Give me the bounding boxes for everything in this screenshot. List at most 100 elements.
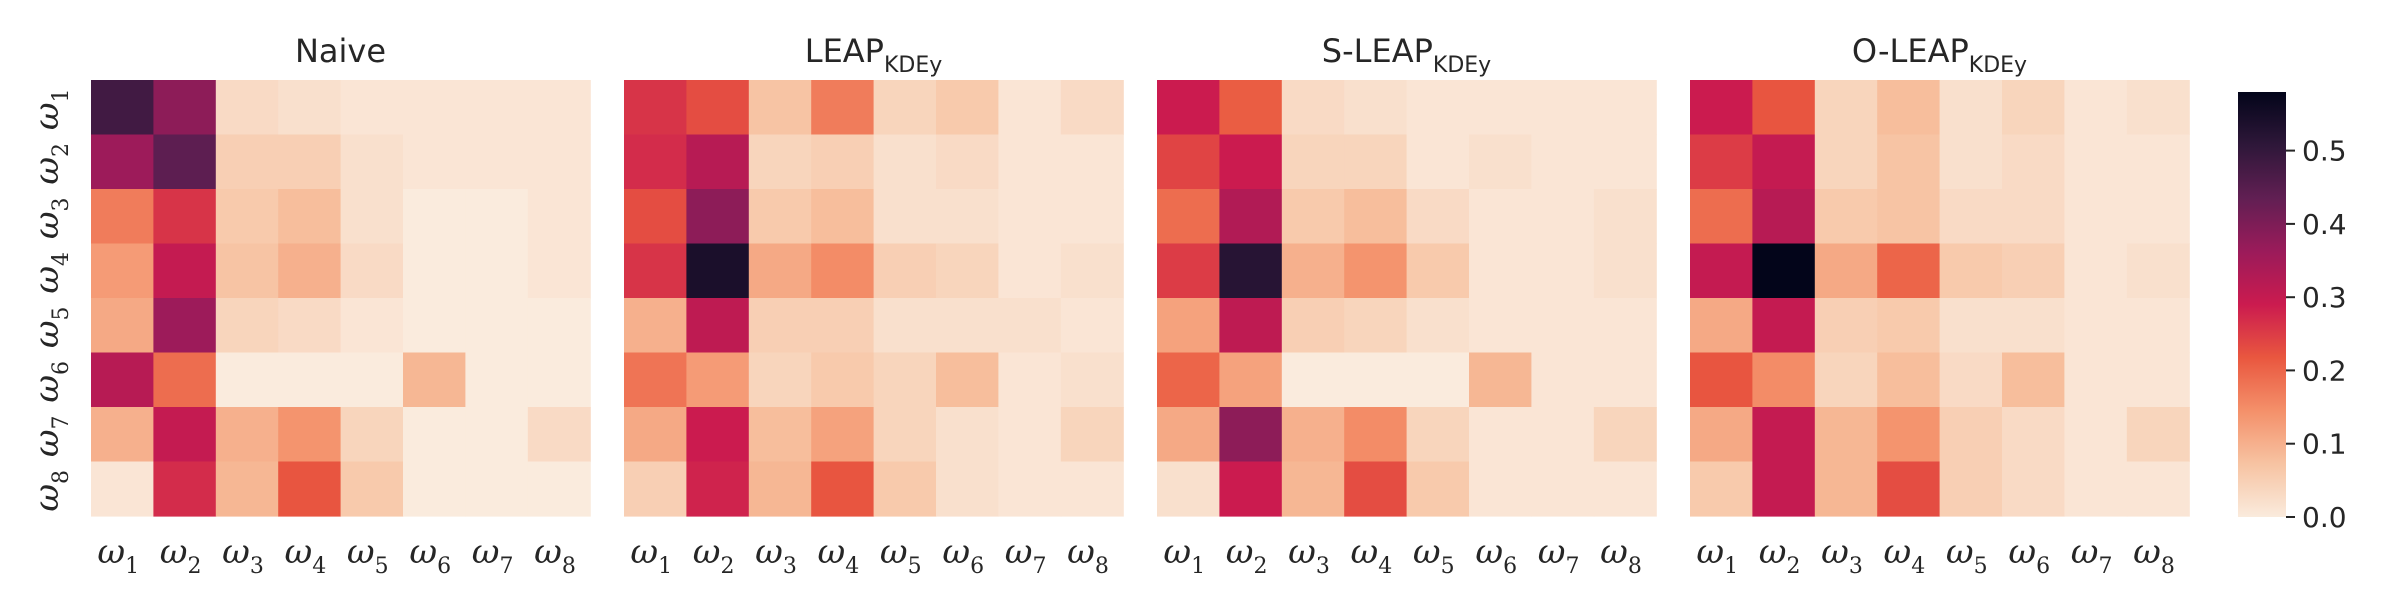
- heatmap-cell: [91, 134, 154, 190]
- x-tick-label: ω4: [285, 532, 327, 579]
- heatmap-cell: [1406, 407, 1470, 463]
- label-subscript: 4: [1911, 554, 1925, 579]
- label-subscript: 1: [1724, 554, 1738, 579]
- heatmap-cell: [811, 243, 875, 299]
- heatmap-cell: [1060, 243, 1124, 299]
- x-tick-label: ω7: [2071, 532, 2113, 579]
- label-subscript: 3: [250, 554, 264, 579]
- heatmap-cell: [340, 461, 404, 517]
- heatmap-cell: [998, 461, 1062, 517]
- heatmap-cell: [1406, 352, 1470, 408]
- heatmap-cell: [998, 352, 1062, 408]
- heatmap-cell: [1469, 243, 1532, 299]
- heatmap-cell: [1690, 80, 1753, 136]
- x-tick-label: ω3: [755, 532, 797, 579]
- label-base: ω: [27, 484, 67, 512]
- heatmap-cell: [873, 243, 937, 299]
- panel-title: S-LEAPKDEy: [1322, 32, 1491, 78]
- label-subscript: 7: [2098, 554, 2112, 579]
- x-tick-label: ω2: [1226, 532, 1268, 579]
- label-subscript: KDEy: [884, 53, 942, 78]
- heatmap-cell: [1939, 243, 2003, 299]
- heatmap-cell: [998, 298, 1062, 354]
- y-tick-label: ω3: [27, 197, 74, 239]
- heatmap-cell: [1877, 352, 1941, 408]
- heatmap-cell: [278, 134, 342, 190]
- heatmap-cell: [936, 461, 999, 517]
- heatmap-cell: [936, 243, 999, 299]
- label-base: ω: [534, 532, 562, 572]
- heatmap-cell: [686, 352, 750, 408]
- heatmap-cell: [278, 80, 342, 136]
- heatmap-cell: [340, 80, 404, 136]
- heatmap-cell: [624, 243, 687, 299]
- colorbar-tick-label: 0.5: [2302, 135, 2347, 168]
- x-tick-label: ω3: [1288, 532, 1330, 579]
- label-subscript: 6: [437, 554, 451, 579]
- label-subscript: 5: [49, 306, 74, 320]
- heatmap-cell: [2064, 189, 2128, 245]
- colorbar-tick-label: 0.4: [2302, 208, 2347, 241]
- heatmap-cell: [340, 243, 404, 299]
- heatmap-cell: [1752, 134, 1816, 190]
- heatmap-cell: [527, 461, 591, 517]
- label-subscript: 1: [125, 554, 139, 579]
- heatmap-cell: [1406, 298, 1470, 354]
- heatmap-cell: [2126, 298, 2190, 354]
- heatmap-cell: [1814, 243, 1878, 299]
- heatmap-cell: [2126, 134, 2190, 190]
- heatmap-cell: [873, 189, 937, 245]
- label-subscript: 5: [1441, 554, 1455, 579]
- label-base: ω: [2008, 532, 2036, 572]
- heatmap-cell: [153, 80, 217, 136]
- heatmap-cell: [1060, 298, 1124, 354]
- heatmap-cell: [2002, 407, 2065, 463]
- heatmap-cell: [153, 461, 217, 517]
- x-tick-label: ω5: [880, 532, 922, 579]
- heatmap-cell: [1281, 189, 1345, 245]
- heatmap-cell: [686, 298, 750, 354]
- heatmap-cell: [2064, 352, 2128, 408]
- heatmap-cell: [403, 407, 466, 463]
- label-subscript: 5: [908, 554, 922, 579]
- label-base: LEAP: [805, 32, 884, 70]
- heatmap-cell: [215, 407, 279, 463]
- heatmap-cell: [1939, 80, 2003, 136]
- heatmap-cell: [2064, 407, 2128, 463]
- label-subscript: 2: [1786, 554, 1800, 579]
- heatmap-cell: [1344, 298, 1408, 354]
- label-base: ω: [1696, 532, 1724, 572]
- heatmap-cell: [403, 189, 466, 245]
- heatmap-cell: [811, 298, 875, 354]
- label-base: ω: [1067, 532, 1095, 572]
- heatmap-cell: [527, 243, 591, 299]
- x-tick-label: ω6: [1475, 532, 1517, 579]
- label-base: ω: [880, 532, 908, 572]
- heatmap-cell: [936, 189, 999, 245]
- heatmap-cell: [278, 352, 342, 408]
- label-subscript: 5: [1974, 554, 1988, 579]
- heatmap-cell: [1593, 189, 1657, 245]
- x-tick-label: ω5: [347, 532, 389, 579]
- heatmap-cell: [1593, 352, 1657, 408]
- heatmap-cell: [1939, 461, 2003, 517]
- label-base: O-LEAP: [1852, 32, 1969, 70]
- heatmap-cell: [91, 352, 154, 408]
- label-base: ω: [1884, 532, 1912, 572]
- label-subscript: 3: [1849, 554, 1863, 579]
- heatmap-cell: [91, 461, 154, 517]
- label-subscript: 5: [375, 554, 389, 579]
- heatmap-cell: [686, 189, 750, 245]
- heatmap-cell: [1531, 352, 1595, 408]
- heatmap-cell: [403, 461, 466, 517]
- heatmap-cell: [1469, 134, 1532, 190]
- label-subscript: 6: [1503, 554, 1517, 579]
- heatmap-cell: [1814, 80, 1878, 136]
- heatmap-cell: [278, 243, 342, 299]
- heatmap-cell: [1690, 407, 1753, 463]
- label-subscript: KDEy: [1969, 53, 2027, 78]
- x-tick-label: ω8: [2133, 532, 2175, 579]
- label-subscript: 2: [49, 143, 74, 157]
- heatmap-cell: [1593, 298, 1657, 354]
- heatmap-cell: [1877, 134, 1941, 190]
